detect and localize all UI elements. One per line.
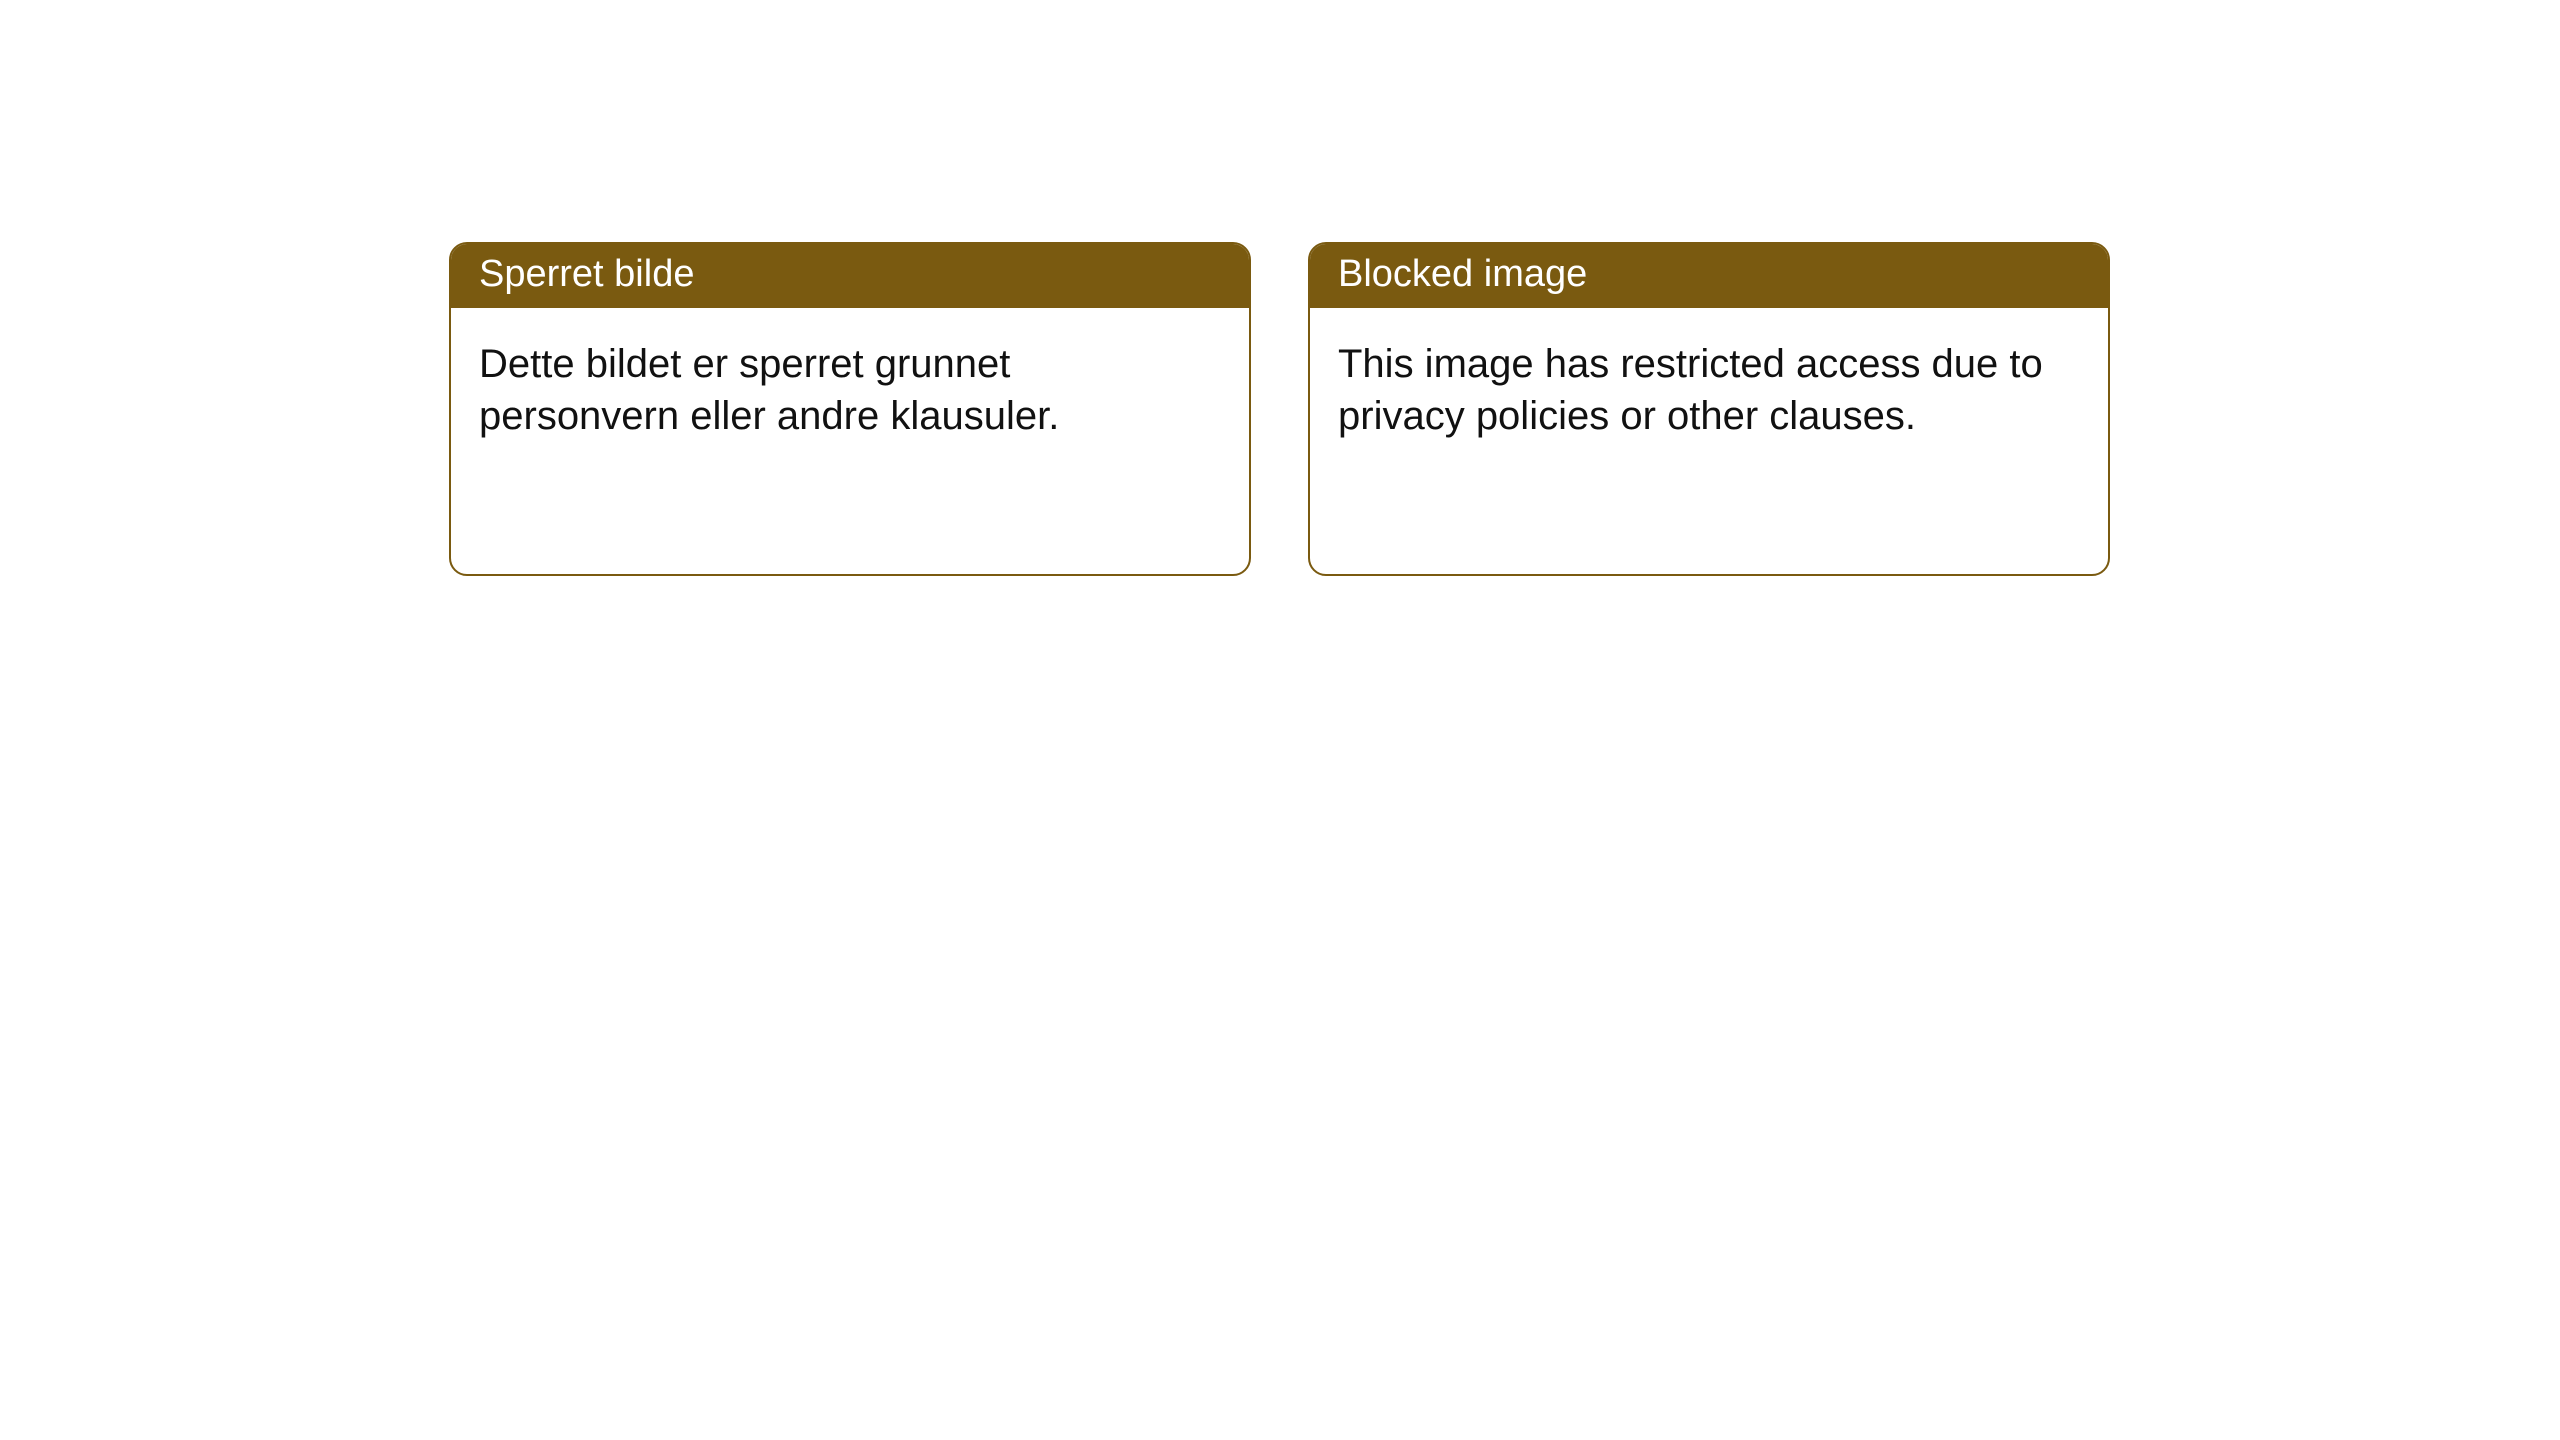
notice-body-norwegian: Dette bildet er sperret grunnet personve… <box>451 308 1249 472</box>
notice-cards-container: Sperret bilde Dette bildet er sperret gr… <box>449 242 2110 576</box>
notice-card-english: Blocked image This image has restricted … <box>1308 242 2110 576</box>
notice-body-english: This image has restricted access due to … <box>1310 308 2108 472</box>
notice-card-norwegian: Sperret bilde Dette bildet er sperret gr… <box>449 242 1251 576</box>
notice-header-norwegian: Sperret bilde <box>451 244 1249 308</box>
notice-header-english: Blocked image <box>1310 244 2108 308</box>
